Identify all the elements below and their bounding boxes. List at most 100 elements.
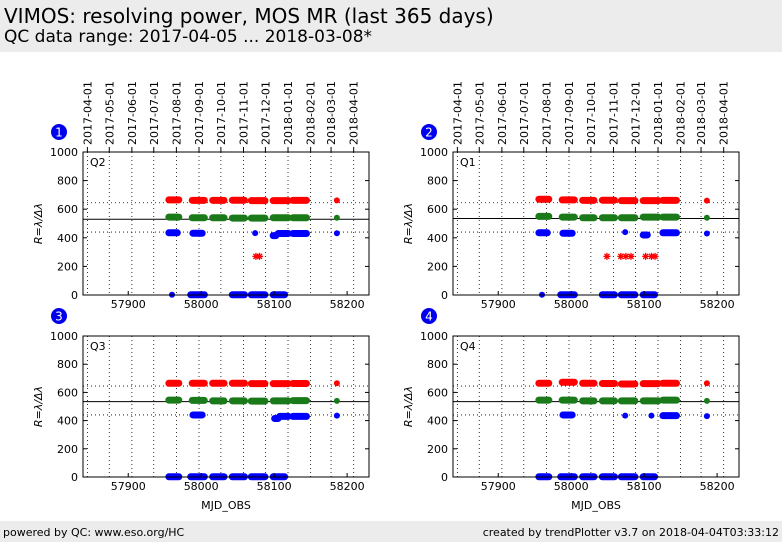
chart-panel-3: 0 200 400 600 800 1000 57900 58000 58100 58200 Q3 R… [32,308,370,512]
data-point-blue [622,412,629,419]
footer-bar: powered by QC: www.eso.org/HC created by… [0,521,782,542]
top-date-label: 2018-02-01 [675,81,688,145]
data-cluster-green [247,214,269,222]
plot-frame [82,335,370,478]
y-tick-label: 800 [57,358,78,371]
data-point-green [333,214,340,221]
panel-label: Q2 [90,156,106,169]
y-axis-label: R=λ/Δλ [402,203,415,244]
data-point-red [333,197,340,204]
data-point-blue [333,412,340,419]
x-tick-label: 58200 [700,298,735,311]
data-cluster-green [617,397,639,405]
data-cluster-red [659,379,680,387]
y-tick-label: 0 [71,289,78,302]
y-tick-label: 800 [427,358,448,371]
data-cluster-green [188,214,208,222]
data-cluster-green [598,397,618,405]
y-tick-label: 0 [441,289,448,302]
x-tick-label: 58000 [554,298,589,311]
panel-badge [51,124,67,140]
y-tick-label: 800 [427,175,448,188]
data-point-star [627,252,635,260]
x-tick-label: 58200 [330,480,365,493]
plot-frame [82,151,370,296]
y-tick-label: 0 [441,471,448,484]
top-date-label: 2017-05-01 [103,81,116,145]
data-point-red [703,380,710,387]
header-bar: VIMOS: resolving power, MOS MR (last 365… [0,0,782,52]
data-point-star [642,252,650,260]
y-tick-label: 600 [57,386,78,399]
data-cluster-blue [659,229,680,237]
x-tick-label: 58100 [627,298,662,311]
plots-area: 2017-04-01 2017-05-01 2017-06-01 2017-07-01… [32,81,740,512]
x-tick-label: 58000 [184,298,219,311]
data-cluster-green [535,396,553,404]
data-cluster-red [269,197,292,205]
y-tick-label: 400 [57,232,78,245]
y-axis-label: R=λ/Δλ [402,386,415,427]
y-tick-label: 200 [427,443,448,456]
data-cluster-blue [559,411,576,419]
data-cluster-red [289,380,310,388]
top-date-label: 2017-07-01 [518,81,531,145]
panel-badge-number: 1 [55,126,63,140]
data-cluster-blue [535,229,551,237]
data-cluster-green [579,397,598,405]
panel-label: Q3 [90,340,106,353]
data-cluster-green [165,396,183,404]
top-date-label: 2018-03-01 [695,81,708,145]
data-cluster-red [269,380,292,388]
x-tick-label: 57900 [111,298,146,311]
top-date-label: 2018-01-01 [652,81,665,145]
top-date-label: 2017-06-01 [496,81,509,145]
top-date-label: 2017-10-01 [215,81,228,145]
data-point-red [703,197,710,204]
x-tick-label: 57900 [111,480,146,493]
plot-frame [452,151,740,296]
data-point-red [333,380,340,387]
y-tick-label: 0 [71,471,78,484]
top-date-label: 2018-04-01 [348,81,361,145]
panel-badge-number: 2 [425,126,433,140]
data-point-blue [648,412,655,419]
data-cluster-red [165,196,183,204]
top-date-label: 2017-11-01 [238,81,251,145]
data-cluster-red [639,197,662,205]
top-date-label: 2017-07-01 [148,81,161,145]
data-cluster-green [579,214,598,222]
panel-badge [421,308,437,324]
y-tick-label: 200 [57,443,78,456]
data-point-star [617,252,625,260]
data-cluster-green [228,397,248,405]
data-cluster-red [165,379,183,387]
y-tick-label: 1000 [420,330,448,343]
top-date-label: 2017-05-01 [473,81,486,145]
data-cluster-red [209,196,228,204]
data-cluster-green [289,214,310,222]
data-cluster-red [535,379,553,387]
data-point-blue [622,229,629,236]
y-tick-label: 400 [427,232,448,245]
x-tick-label: 57900 [481,480,516,493]
page-subtitle: QC data range: 2017-04-05 ... 2018-03-08… [4,27,373,47]
data-cluster-blue [189,411,206,419]
panel-badge-number: 3 [55,310,63,324]
data-point-blue [252,230,259,237]
x-tick-label: 58200 [700,480,735,493]
data-point-blue [333,230,340,237]
top-date-label: 2017-08-01 [540,81,553,145]
x-tick-label: 57900 [481,298,516,311]
x-tick-label: 58000 [184,480,219,493]
data-cluster-green [598,214,618,222]
data-cluster-blue [289,230,310,238]
y-tick-label: 400 [57,415,78,428]
data-cluster-green [659,396,680,404]
y-tick-label: 200 [427,260,448,273]
data-cluster-red [598,380,618,388]
chart-panel-2: 2017-04-01 2017-05-01 2017-06-01 2017-07-01… [402,81,740,311]
data-cluster-red [289,196,310,204]
top-date-label: 2018-04-01 [718,81,731,145]
top-date-label: 2018-01-01 [282,81,295,145]
